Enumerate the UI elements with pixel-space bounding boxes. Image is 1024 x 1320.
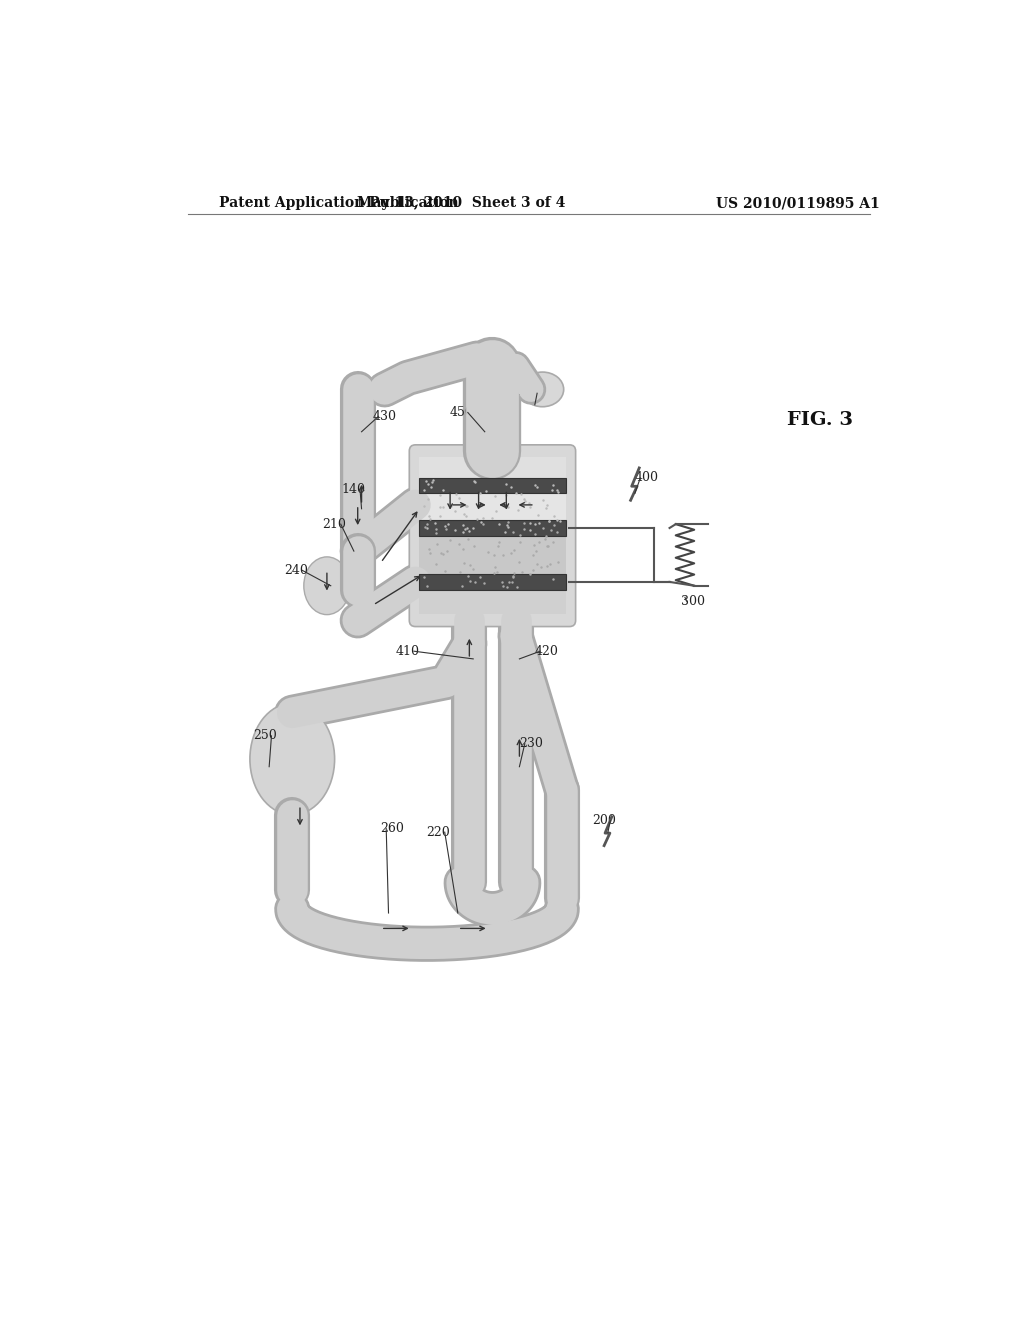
- Text: 300: 300: [681, 594, 705, 607]
- Text: 410: 410: [395, 644, 420, 657]
- Bar: [419, 457, 565, 478]
- Bar: [419, 520, 565, 590]
- Text: 400: 400: [635, 471, 658, 484]
- Text: 140: 140: [342, 483, 366, 496]
- Bar: [419, 520, 565, 536]
- Ellipse shape: [304, 557, 350, 615]
- Text: 460: 460: [519, 387, 543, 400]
- Text: 230: 230: [519, 737, 543, 750]
- Text: US 2010/0119895 A1: US 2010/0119895 A1: [716, 197, 880, 210]
- Ellipse shape: [250, 704, 335, 814]
- Text: 260: 260: [381, 822, 404, 834]
- Text: 220: 220: [427, 825, 451, 838]
- Text: 430: 430: [373, 409, 396, 422]
- Text: 210: 210: [323, 517, 346, 531]
- Text: May 13, 2010  Sheet 3 of 4: May 13, 2010 Sheet 3 of 4: [357, 197, 566, 210]
- Text: 450: 450: [450, 407, 473, 418]
- Text: 250: 250: [253, 730, 278, 742]
- Ellipse shape: [521, 372, 563, 407]
- Text: Patent Application Publication: Patent Application Publication: [219, 197, 459, 210]
- Bar: [419, 574, 565, 590]
- Text: FIG. 3: FIG. 3: [786, 412, 853, 429]
- FancyBboxPatch shape: [410, 445, 575, 627]
- Bar: [419, 590, 565, 614]
- Bar: [419, 478, 565, 494]
- Text: 200: 200: [592, 814, 616, 828]
- Text: 240: 240: [285, 564, 308, 577]
- Text: 420: 420: [535, 644, 558, 657]
- Bar: [419, 478, 565, 536]
